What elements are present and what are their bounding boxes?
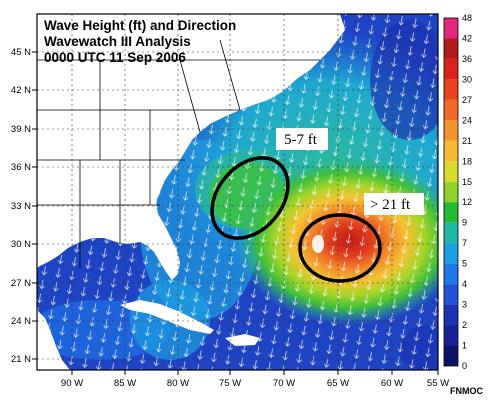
colorbar-label: 2 bbox=[462, 320, 467, 330]
lat-label: 36 N bbox=[11, 162, 31, 173]
colorbar-segment bbox=[444, 18, 458, 39]
colorbar-segment bbox=[444, 79, 458, 100]
colorbar-segment bbox=[444, 325, 458, 346]
land-hispaniola bbox=[225, 334, 260, 346]
title-line-3: 0000 UTC 11 Sep 2006 bbox=[44, 50, 186, 65]
colorbar-label: 1 bbox=[462, 341, 467, 351]
lon-label: 55 W bbox=[427, 378, 449, 389]
colorbar-label: 18 bbox=[462, 156, 472, 166]
graticule bbox=[37, 14, 438, 370]
colorbar-segment bbox=[444, 345, 458, 366]
lat-label: 45 N bbox=[11, 47, 31, 58]
land-cuba bbox=[120, 300, 214, 334]
state-borders bbox=[37, 39, 320, 268]
colorbar-segment bbox=[444, 38, 458, 59]
lon-label: 70 W bbox=[273, 378, 295, 389]
annotation-ellipse-21ft bbox=[298, 213, 382, 283]
lon-label: 80 W bbox=[167, 378, 189, 389]
lon-label: 90 W bbox=[61, 378, 83, 389]
colorbar-label: 4 bbox=[462, 279, 467, 289]
colorbar-segment bbox=[444, 120, 458, 141]
colorbar-segment bbox=[444, 222, 458, 244]
colorbar-segment bbox=[444, 181, 458, 203]
annotation-label-5-7ft: 5-7 ft bbox=[276, 128, 328, 150]
colorbar-segment bbox=[444, 202, 458, 223]
colorbar-segment bbox=[444, 243, 458, 264]
annotation-text-5-7ft: 5-7 ft bbox=[284, 132, 318, 148]
annotation-ellipse-5-7ft bbox=[210, 156, 290, 240]
colorbar-label: 0 bbox=[462, 361, 467, 371]
storm-eye bbox=[312, 235, 324, 253]
lon-label: 60 W bbox=[381, 378, 403, 389]
colorbar-segment bbox=[444, 58, 458, 80]
colorbar-label: 48 bbox=[462, 13, 472, 23]
colorbar-segment bbox=[444, 263, 458, 285]
colorbar-label: 15 bbox=[462, 177, 472, 187]
colorbar-label: 21 bbox=[462, 136, 472, 146]
colorbar-label: 27 bbox=[462, 95, 472, 105]
land-mexico bbox=[37, 310, 70, 370]
lat-label: 27 N bbox=[11, 278, 31, 289]
colorbar-segment bbox=[444, 304, 458, 326]
annotation-label-21ft: > 21 ft bbox=[364, 193, 424, 215]
colorbar-label: 7 bbox=[462, 238, 467, 248]
colorbar-segment bbox=[444, 284, 458, 305]
colorbar-frame bbox=[443, 17, 459, 367]
lat-label: 30 N bbox=[11, 239, 31, 250]
lon-label: 75 W bbox=[219, 378, 241, 389]
title-line-1: Wave Height (ft) and Direction bbox=[44, 18, 236, 33]
colorbar-label: 12 bbox=[462, 197, 472, 207]
land-north-america bbox=[37, 14, 345, 280]
colorbar-segment bbox=[444, 99, 458, 121]
lat-label: 24 N bbox=[11, 316, 31, 327]
credit-label: FNMOC bbox=[450, 386, 483, 396]
lat-label: 42 N bbox=[11, 85, 31, 96]
lon-label: 85 W bbox=[114, 378, 136, 389]
title-line-2: Wavewatch III Analysis bbox=[44, 34, 191, 49]
longitude-axis: 90 W 85 W 80 W 75 W 70 W 65 W 60 W 55 W bbox=[61, 370, 449, 389]
lon-label: 65 W bbox=[327, 378, 349, 389]
colorbar-label: 36 bbox=[462, 54, 472, 64]
colorbar-segment bbox=[444, 161, 458, 182]
map-title: Wave Height (ft) and Direction Wavewatch… bbox=[44, 18, 236, 65]
colorbar-label: 3 bbox=[462, 300, 467, 310]
lat-label: 33 N bbox=[11, 201, 31, 212]
annotation-text-21ft: > 21 ft bbox=[370, 197, 411, 213]
colorbar-segment bbox=[444, 140, 458, 162]
lat-label: 21 N bbox=[11, 354, 31, 365]
colorbar-label: 5 bbox=[462, 259, 467, 269]
lat-label: 39 N bbox=[11, 124, 31, 135]
colorbar-label: 9 bbox=[462, 218, 467, 228]
plot-frame bbox=[36, 13, 439, 371]
colorbar-label: 42 bbox=[462, 33, 472, 43]
colorbar-label: 30 bbox=[462, 74, 472, 84]
colorbar-label: 24 bbox=[462, 115, 472, 125]
latitude-axis: 45 N 42 N 39 N 36 N 33 N 30 N 27 N 24 N 21 N bbox=[11, 47, 37, 365]
